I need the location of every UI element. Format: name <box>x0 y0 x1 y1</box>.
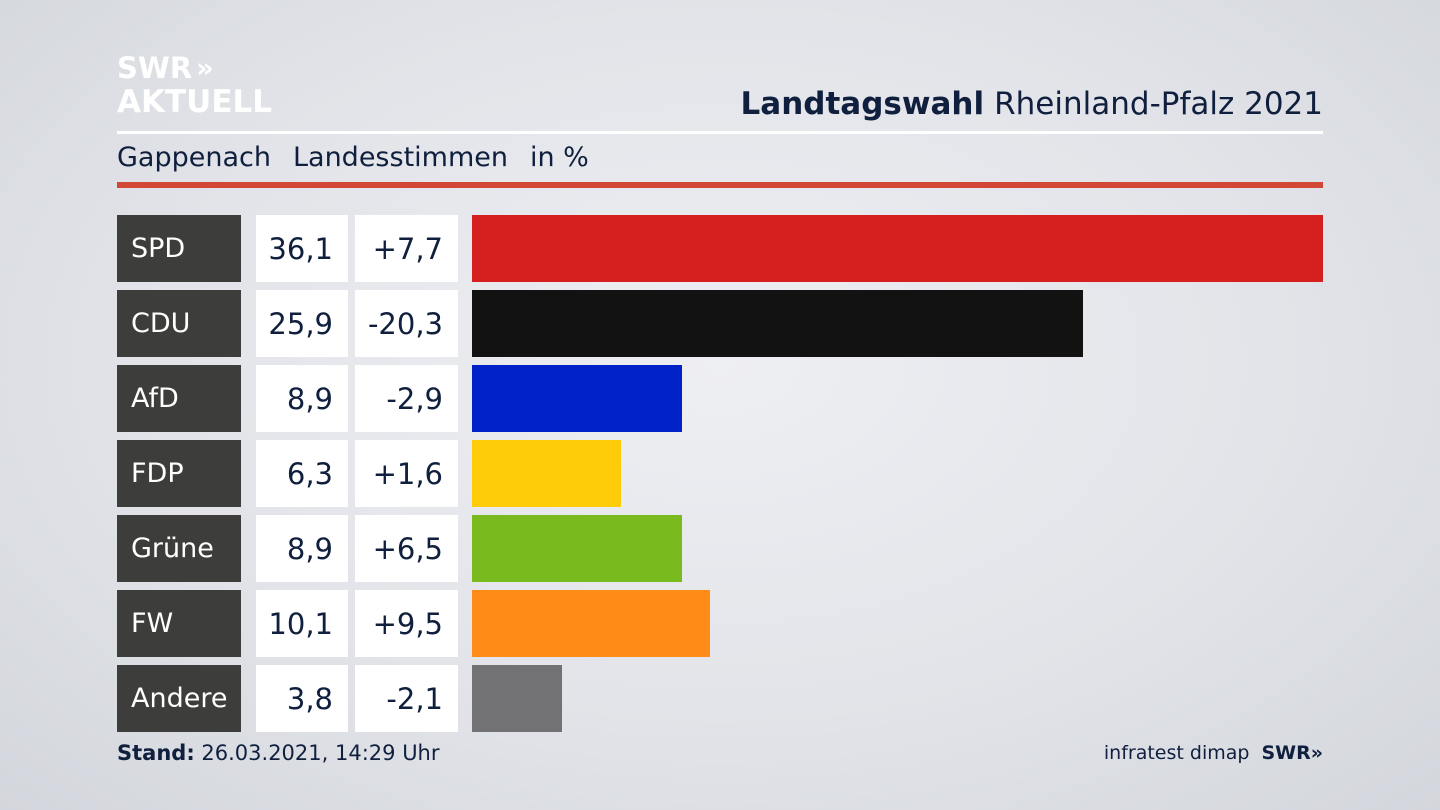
source-credit: infratest dimap SWR» <box>1104 742 1323 764</box>
change-label-grne: +6,5 <box>355 515 458 582</box>
logo-swr-text: SWR <box>117 51 193 85</box>
swr-footer-logo: SWR» <box>1261 742 1323 764</box>
value-label-afd: 8,9 <box>256 365 348 432</box>
party-label-grne: Grüne <box>117 515 241 582</box>
party-label-afd: AfD <box>117 365 241 432</box>
party-label-spd: SPD <box>117 215 241 282</box>
swr-aktuell-logo: SWR» AKTUELL <box>117 54 272 118</box>
change-label-fdp: +1,6 <box>355 440 458 507</box>
bar-spd <box>472 215 1323 282</box>
party-label-fw: FW <box>117 590 241 657</box>
subtitle-metric: Landesstimmen <box>292 142 508 173</box>
change-label-andere: -2,1 <box>355 665 458 732</box>
bar-fw <box>472 590 710 657</box>
change-label-afd: -2,9 <box>355 365 458 432</box>
value-label-fdp: 6,3 <box>256 440 348 507</box>
timestamp-value: 26.03.2021, 14:29 Uhr <box>201 741 440 765</box>
value-label-andere: 3,8 <box>256 665 348 732</box>
title-divider <box>117 131 1323 134</box>
subtitle-location: Gappenach <box>117 142 271 173</box>
source-name: infratest dimap <box>1103 742 1250 764</box>
logo-aktuell-text: AKTUELL <box>117 84 273 120</box>
footer-chevrons-icon: » <box>1310 742 1323 764</box>
change-label-spd: +7,7 <box>355 215 458 282</box>
chart-title-rest: Rheinland-Pfalz 2021 <box>994 86 1323 122</box>
change-label-fw: +9,5 <box>355 590 458 657</box>
value-label-fw: 10,1 <box>256 590 348 657</box>
subtitle-unit: in % <box>529 142 589 173</box>
value-label-cdu: 25,9 <box>256 290 348 357</box>
chart-title-bold: Landtagswahl <box>740 86 985 122</box>
value-label-spd: 36,1 <box>256 215 348 282</box>
party-label-andere: Andere <box>117 665 241 732</box>
party-label-cdu: CDU <box>117 290 241 357</box>
bar-andere <box>472 665 562 732</box>
value-label-grne: 8,9 <box>256 515 348 582</box>
timestamp-label: Stand: <box>117 741 195 765</box>
bar-afd <box>472 365 682 432</box>
subtitle-divider <box>117 182 1323 188</box>
chart-subtitle: Gappenach Landesstimmen in % <box>117 142 589 173</box>
bar-grne <box>472 515 682 582</box>
footer-brand-text: SWR <box>1261 742 1311 764</box>
timestamp: Stand: 26.03.2021, 14:29 Uhr <box>117 741 440 765</box>
change-label-cdu: -20,3 <box>355 290 458 357</box>
chart-title: Landtagswahl Rheinland-Pfalz 2021 <box>741 86 1323 122</box>
bar-cdu <box>472 290 1083 357</box>
party-label-fdp: FDP <box>117 440 241 507</box>
bar-fdp <box>472 440 621 507</box>
